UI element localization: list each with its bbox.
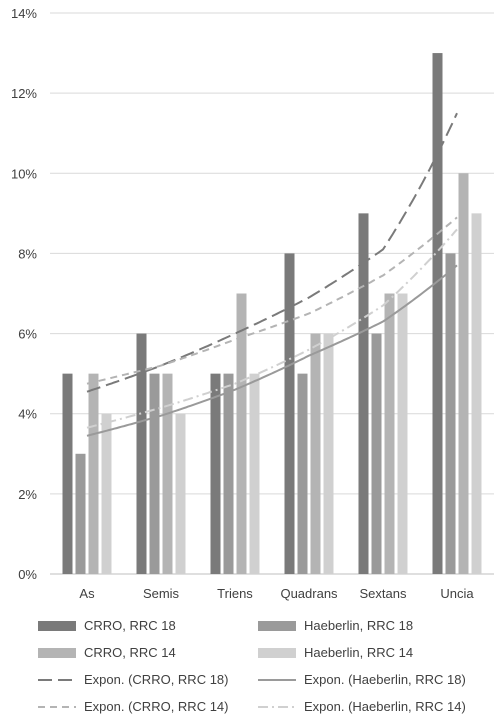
trendline	[86, 264, 458, 437]
y-tick-label: 6%	[18, 327, 37, 342]
trendlines	[86, 112, 458, 437]
legend-swatch	[258, 678, 296, 681]
bar	[101, 413, 112, 574]
legend-label: Haeberlin, RRC 18	[304, 618, 414, 633]
bar	[310, 333, 321, 574]
bar	[62, 373, 73, 574]
x-tick-label: Semis	[143, 586, 180, 601]
bar	[445, 253, 456, 574]
bar	[371, 333, 382, 574]
bar	[162, 373, 173, 574]
legend-swatch	[38, 620, 76, 631]
bar	[358, 213, 369, 574]
bar	[458, 173, 469, 575]
legend-swatch	[258, 620, 296, 631]
legend-item: Haeberlin, RRC 18	[258, 618, 413, 633]
bar	[175, 413, 186, 574]
x-tick-label: Triens	[217, 586, 253, 601]
y-tick-label: 0%	[18, 567, 37, 582]
legend-item: Expon. (Haeberlin, RRC 18)	[258, 672, 466, 687]
x-tick-label: Quadrans	[280, 586, 338, 601]
y-tick-label: 8%	[18, 246, 37, 261]
legend-swatch-box	[38, 647, 76, 658]
y-axis-ticks: 0% 2% 4% 6% 8% 10% 12% 14%	[11, 6, 37, 582]
legend-item: Expon. (Haeberlin, RRC 14)	[258, 699, 466, 714]
x-tick-label: As	[79, 586, 95, 601]
bars	[62, 53, 482, 575]
legend-item: Haeberlin, RRC 14	[258, 645, 413, 660]
x-tick-label: Sextans	[360, 586, 407, 601]
legend-swatch	[38, 678, 76, 681]
legend-item: CRRO, RRC 18	[38, 618, 176, 633]
legend-swatch	[258, 705, 296, 708]
legend-label: CRRO, RRC 14	[84, 645, 176, 660]
gridlines	[50, 12, 494, 575]
legend-label: Expon. (Haeberlin, RRC 18)	[304, 672, 466, 687]
y-tick-label: 4%	[18, 407, 37, 422]
trendline	[86, 112, 458, 393]
legend-swatch-box	[258, 647, 296, 658]
legend-label: Expon. (CRRO, RRC 18)	[84, 672, 229, 687]
bar	[236, 293, 247, 574]
trendline	[86, 228, 458, 429]
bar	[384, 293, 395, 574]
x-tick-label: Uncia	[440, 586, 474, 601]
bar	[136, 333, 147, 574]
legend-swatch	[38, 647, 76, 658]
legend-swatch	[38, 705, 76, 708]
bar	[323, 333, 334, 574]
bar	[149, 373, 160, 574]
bar	[249, 373, 260, 574]
bar	[88, 373, 99, 574]
legend-label: Expon. (Haeberlin, RRC 14)	[304, 699, 466, 714]
legend-item: Expon. (CRRO, RRC 14)	[38, 699, 228, 714]
y-tick-label: 10%	[11, 166, 37, 181]
bar	[75, 453, 86, 574]
bar	[397, 293, 408, 574]
legend-label: Haeberlin, RRC 14	[304, 645, 414, 660]
bar	[210, 373, 221, 574]
y-tick-label: 12%	[11, 86, 37, 101]
trendline	[86, 216, 458, 385]
legend: CRRO, RRC 18 Haeberlin, RRC 18 CRRO, RRC 1…	[0, 612, 498, 725]
legend-label: Expon. (CRRO, RRC 14)	[84, 699, 229, 714]
legend-item: CRRO, RRC 14	[38, 645, 176, 660]
bar	[432, 53, 443, 575]
bar	[471, 213, 482, 574]
y-tick-label: 14%	[11, 6, 37, 21]
bar	[297, 373, 308, 574]
x-axis-ticks: As Semis Triens Quadrans Sextans Uncia	[79, 586, 474, 601]
bar	[223, 373, 234, 574]
legend-swatch-box	[38, 620, 76, 631]
y-tick-label: 2%	[18, 487, 37, 502]
legend-swatch-box	[258, 620, 296, 631]
chart: 0% 2% 4% 6% 8% 10% 12% 14% As Semis Triens Quadran…	[11, 6, 494, 601]
bar	[284, 253, 295, 574]
legend-item: Expon. (CRRO, RRC 18)	[38, 672, 228, 687]
legend-swatch	[258, 647, 296, 658]
legend-label: CRRO, RRC 18	[84, 618, 176, 633]
